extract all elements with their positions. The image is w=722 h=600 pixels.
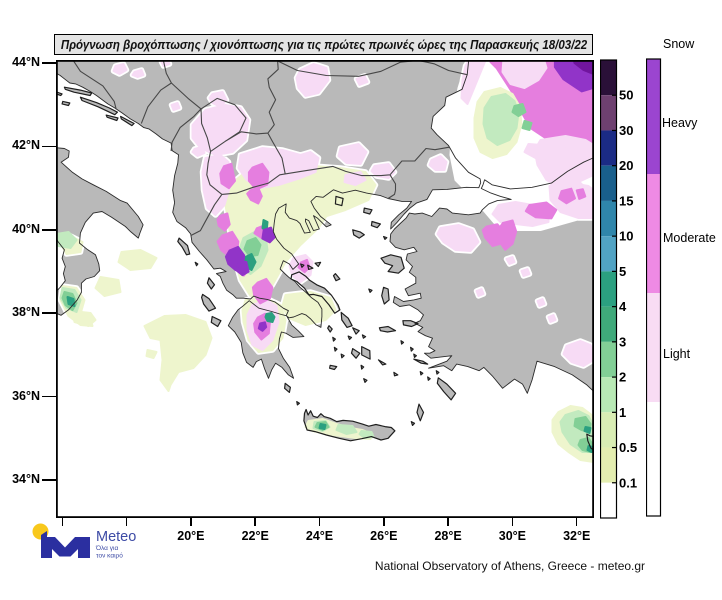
svg-text:Snow: Snow [663, 37, 695, 51]
svg-text:τον καιρό: τον καιρό [96, 552, 123, 560]
svg-text:0.5: 0.5 [619, 440, 637, 455]
svg-text:50: 50 [619, 88, 633, 103]
svg-text:15: 15 [619, 193, 633, 208]
svg-text:Moderate: Moderate [663, 231, 716, 245]
svg-text:4: 4 [619, 299, 627, 314]
svg-text:30: 30 [619, 123, 633, 138]
svg-text:2: 2 [619, 370, 626, 385]
svg-text:Όλα για: Όλα για [95, 545, 118, 552]
svg-text:1: 1 [619, 405, 626, 420]
svg-text:10: 10 [619, 229, 633, 244]
svg-text:0.1: 0.1 [619, 475, 637, 490]
svg-text:Meteo: Meteo [96, 529, 136, 545]
svg-text:5: 5 [619, 264, 626, 279]
svg-text:20: 20 [619, 158, 633, 173]
svg-text:3: 3 [619, 334, 626, 349]
svg-text:Light: Light [663, 347, 691, 361]
svg-text:Heavy: Heavy [662, 116, 698, 130]
